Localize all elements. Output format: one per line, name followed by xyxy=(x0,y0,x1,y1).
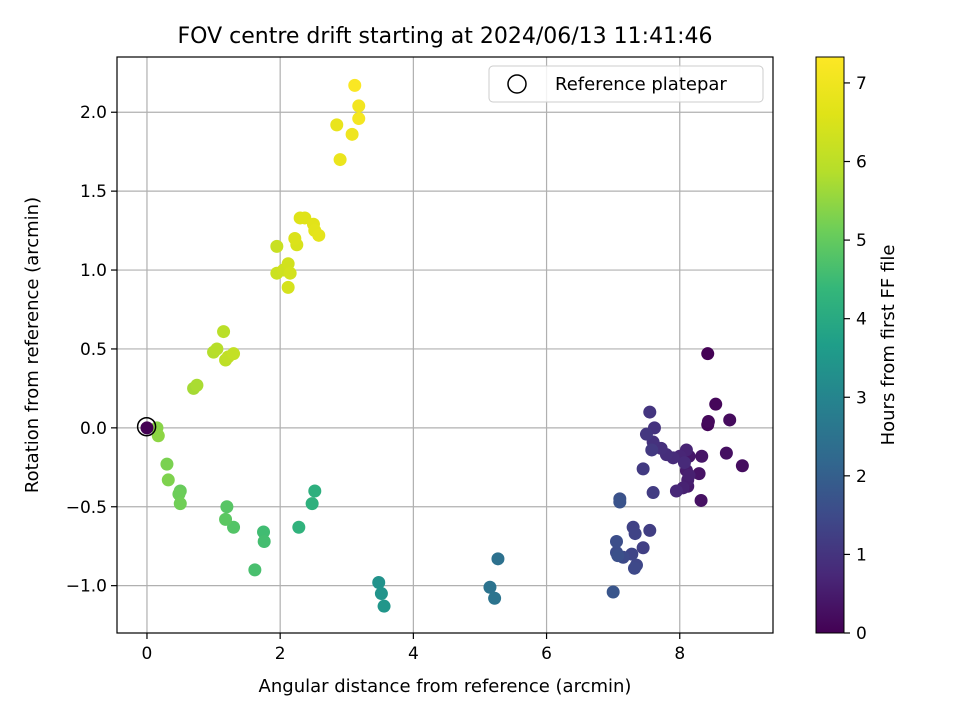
data-point xyxy=(720,447,733,460)
y-tick-label: −0.5 xyxy=(66,498,107,518)
data-point xyxy=(695,450,708,463)
data-point xyxy=(702,415,715,428)
colorbar-label: Hours from first FF file xyxy=(878,245,899,446)
y-tick-label: 0.5 xyxy=(80,340,107,360)
colorbar-ticks: 0 1 2 3 4 5 6 7 xyxy=(844,74,867,644)
data-point xyxy=(610,535,623,548)
data-point xyxy=(174,497,187,510)
data-point xyxy=(629,527,642,540)
data-point xyxy=(723,413,736,426)
colorbar-tick-label: 0 xyxy=(856,624,867,644)
data-point xyxy=(190,379,203,392)
y-tick-label: 1.0 xyxy=(80,261,107,281)
data-point xyxy=(334,153,347,166)
data-point xyxy=(227,347,240,360)
y-axis: −1.0 −0.5 0.0 0.5 1.0 1.5 2.0 xyxy=(66,103,117,596)
data-point xyxy=(701,347,714,360)
data-point xyxy=(308,484,321,497)
data-point xyxy=(352,112,365,125)
data-point xyxy=(162,473,175,486)
data-point xyxy=(220,500,233,513)
x-tick-label: 2 xyxy=(275,644,286,664)
data-point xyxy=(647,486,660,499)
data-point xyxy=(611,549,624,562)
data-point xyxy=(330,118,343,131)
reference-data-point xyxy=(140,421,153,434)
data-point xyxy=(695,494,708,507)
y-tick-label: 1.5 xyxy=(80,182,107,202)
x-tick-label: 4 xyxy=(408,644,419,664)
colorbar-tick-label: 6 xyxy=(856,153,867,173)
x-tick-label: 8 xyxy=(674,644,685,664)
data-point xyxy=(670,484,683,497)
data-points xyxy=(140,79,748,613)
data-point xyxy=(306,497,319,510)
data-point xyxy=(613,496,626,509)
data-point xyxy=(292,521,305,534)
data-point xyxy=(375,587,388,600)
chart-title: FOV centre drift starting at 2024/06/13 … xyxy=(178,24,713,49)
data-point xyxy=(488,592,501,605)
y-tick-label: 0.0 xyxy=(80,419,107,439)
data-point xyxy=(640,428,653,441)
colorbar-tick-label: 3 xyxy=(856,388,867,408)
data-point xyxy=(219,513,232,526)
data-point xyxy=(643,524,656,537)
data-point xyxy=(491,552,504,565)
data-point xyxy=(637,462,650,475)
data-point xyxy=(645,443,658,456)
data-point xyxy=(378,600,391,613)
data-point xyxy=(217,325,230,338)
x-axis-label: Angular distance from reference (arcmin) xyxy=(259,676,632,697)
colorbar-tick-label: 2 xyxy=(856,467,867,487)
colorbar-gradient xyxy=(816,57,844,633)
data-point xyxy=(284,267,297,280)
data-point xyxy=(352,99,365,112)
colorbar-tick-label: 7 xyxy=(856,74,867,94)
data-point xyxy=(282,281,295,294)
legend-label: Reference platepar xyxy=(555,74,727,95)
data-point xyxy=(643,406,656,419)
data-point xyxy=(709,398,722,411)
data-point xyxy=(346,128,359,141)
colorbar-tick-label: 1 xyxy=(856,545,867,565)
data-point xyxy=(628,562,641,575)
y-axis-label: Rotation from reference (arcmin) xyxy=(22,197,43,493)
colorbar-tick-label: 4 xyxy=(856,310,867,330)
data-point xyxy=(160,458,173,471)
data-point xyxy=(372,576,385,589)
data-point xyxy=(210,342,223,355)
x-tick-label: 0 xyxy=(142,644,153,664)
data-point xyxy=(607,585,620,598)
data-point xyxy=(258,535,271,548)
data-point xyxy=(270,240,283,253)
data-point xyxy=(348,79,361,92)
data-point xyxy=(288,232,301,245)
colorbar-tick-label: 5 xyxy=(856,231,867,251)
data-point xyxy=(248,563,261,576)
data-point xyxy=(312,229,325,242)
data-point xyxy=(736,459,749,472)
scatter-chart: FOV centre drift starting at 2024/06/13 … xyxy=(0,0,960,720)
data-point xyxy=(678,456,691,469)
y-tick-label: −1.0 xyxy=(66,577,107,597)
x-axis: 0 2 4 6 8 xyxy=(142,633,686,664)
y-tick-label: 2.0 xyxy=(80,103,107,123)
data-point xyxy=(683,469,696,482)
data-point xyxy=(637,541,650,554)
x-tick-label: 6 xyxy=(541,644,552,664)
colorbar: 0 1 2 3 4 5 6 7 Hours from first FF file xyxy=(816,57,899,644)
legend: Reference platepar xyxy=(489,66,763,102)
